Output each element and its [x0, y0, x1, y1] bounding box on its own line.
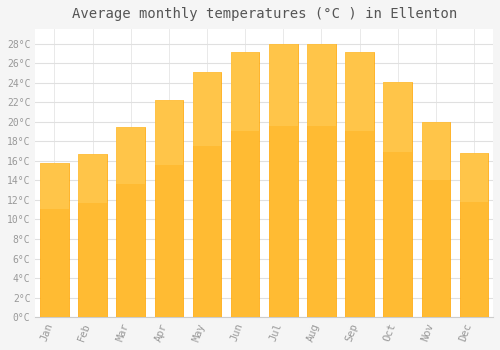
FancyBboxPatch shape [345, 51, 374, 131]
Bar [422, 122, 450, 317]
Bar [154, 100, 183, 317]
FancyBboxPatch shape [116, 127, 145, 184]
FancyBboxPatch shape [154, 100, 183, 166]
Bar [307, 44, 336, 317]
Bar [269, 44, 298, 317]
FancyBboxPatch shape [460, 153, 488, 202]
Title: Average monthly temperatures (°C ) in Ellenton: Average monthly temperatures (°C ) in El… [72, 7, 457, 21]
FancyBboxPatch shape [307, 44, 336, 126]
FancyBboxPatch shape [78, 154, 107, 203]
FancyBboxPatch shape [384, 82, 412, 152]
Bar [78, 154, 107, 317]
Bar [116, 127, 145, 317]
FancyBboxPatch shape [231, 51, 260, 131]
FancyBboxPatch shape [422, 122, 450, 181]
Bar [231, 51, 260, 317]
Bar [345, 51, 374, 317]
Bar [192, 72, 222, 317]
FancyBboxPatch shape [269, 44, 298, 126]
FancyBboxPatch shape [192, 72, 222, 146]
Bar [460, 153, 488, 317]
Bar [40, 163, 68, 317]
FancyBboxPatch shape [40, 163, 68, 209]
Bar [384, 82, 412, 317]
